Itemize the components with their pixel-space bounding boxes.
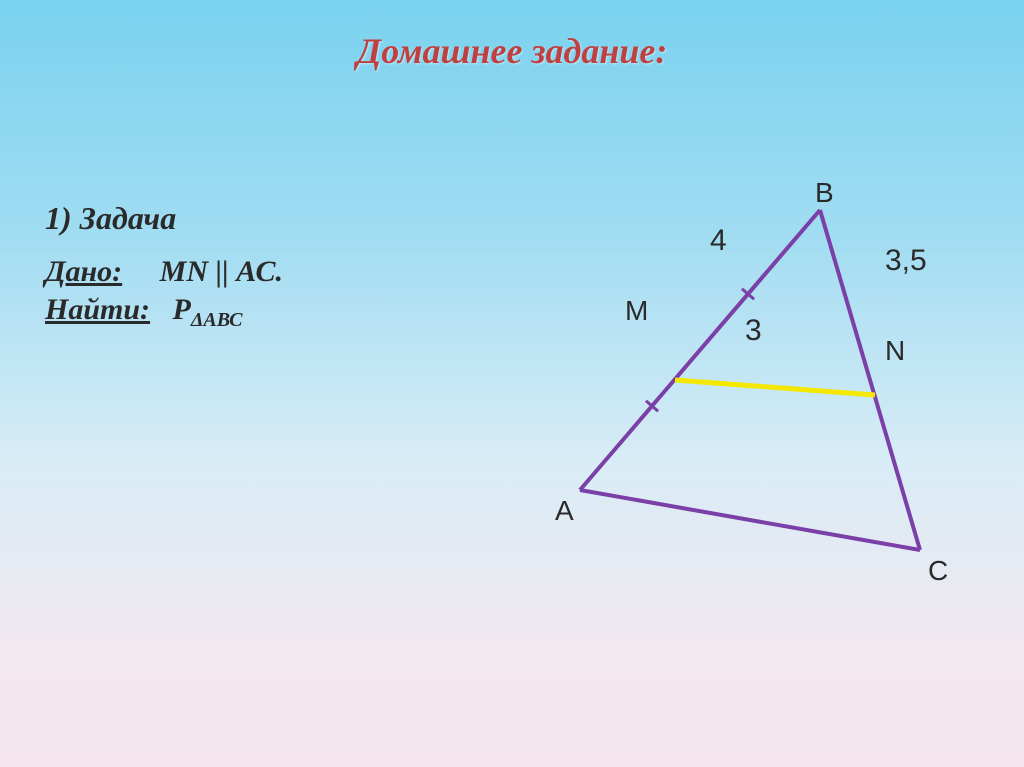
find-text: Р	[173, 293, 191, 326]
svg-text:B: B	[815, 180, 834, 208]
triangle-diagram: A B C M N 4 3,5 3	[520, 180, 980, 600]
given-label: Дано:	[45, 255, 122, 288]
svg-text:3,5: 3,5	[885, 244, 927, 277]
svg-text:A: A	[555, 495, 574, 526]
find-subscript: ΔАВС	[191, 309, 243, 331]
find-line: Найти: РΔАВС	[45, 293, 283, 332]
svg-text:M: M	[625, 295, 648, 326]
svg-text:4: 4	[710, 224, 727, 257]
problem-number: 1) Задача	[45, 200, 283, 237]
svg-text:N: N	[885, 335, 905, 366]
diagram-container: A B C M N 4 3,5 3	[520, 180, 980, 600]
svg-text:C: C	[928, 555, 948, 586]
page-title: Домашнее задание:	[0, 30, 1024, 72]
problem-block: 1) Задача Дано: МN || АС. Найти: РΔАВС	[45, 200, 283, 332]
find-label: Найти:	[45, 293, 150, 326]
given-line: Дано: МN || АС.	[45, 255, 283, 289]
given-text: МN || АС.	[160, 255, 283, 288]
svg-text:3: 3	[745, 314, 762, 347]
